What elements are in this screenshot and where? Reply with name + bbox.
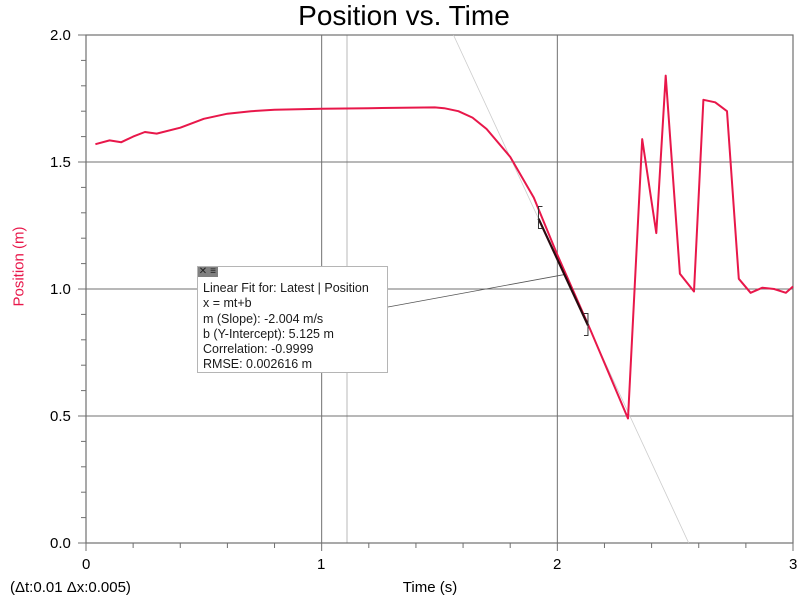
position-series [95,74,794,420]
y-tick-0.0: 0.0 [50,535,71,552]
fit-intercept: b (Y-Intercept): 5.125 m [203,326,334,341]
delta-readout: (Δt:0.01 Δx:0.005) [10,579,131,596]
fit-slope: m (Slope): -2.004 m/s [203,311,324,326]
linear-fit-annotation[interactable]: ✕ ≡ Linear Fit for: Latest | Position x … [197,266,388,373]
close-icon[interactable]: ✕ [198,266,208,277]
fit-title: Linear Fit for: Latest | Position [203,281,369,295]
chart-title: Position vs. Time [298,0,510,31]
menu-icon[interactable]: ≡ [208,267,218,277]
x-tick-3: 3 [789,556,798,573]
x-axis-label: Time (s) [402,579,458,596]
y-tick-0.5: 0.5 [50,408,71,425]
y-tick-1.5: 1.5 [50,154,71,171]
fit-correlation: Correlation: -0.9999 [203,342,314,357]
x-tick-0: 0 [82,556,91,573]
y-tick-2.0: 2.0 [50,27,71,44]
x-tick-1: 1 [317,556,326,573]
y-tick-1.0: 1.0 [50,281,71,298]
linear-fit-line [537,206,589,336]
fit-equation: x = mt+b [203,296,252,311]
y-axis-label: Position (m) [10,226,28,307]
fit-rmse: RMSE: 0.002616 m [203,357,313,372]
grid-lines [78,34,794,551]
x-tick-2: 2 [553,556,562,573]
